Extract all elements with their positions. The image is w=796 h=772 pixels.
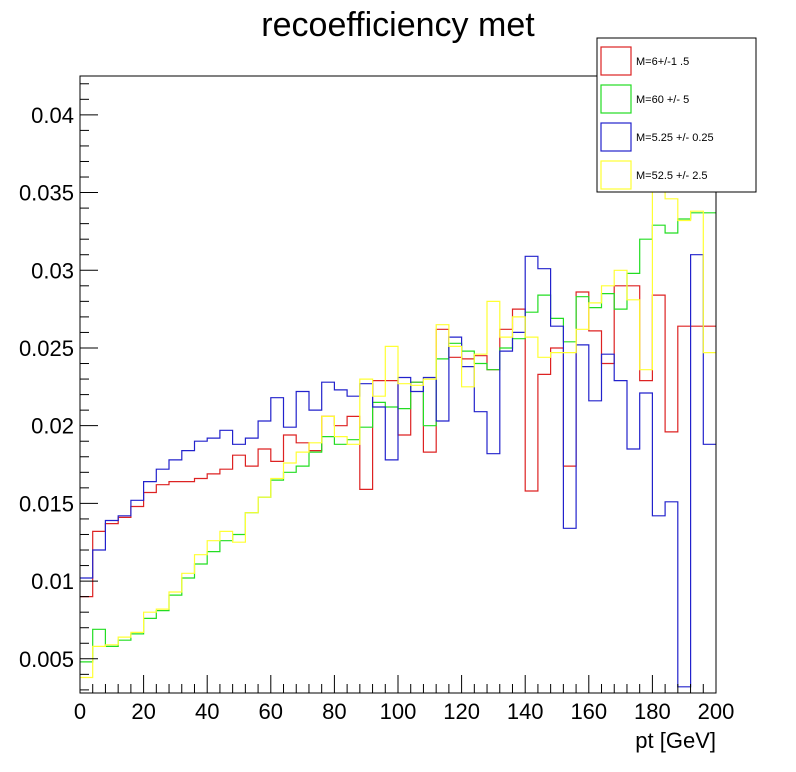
legend-swatch (600, 160, 632, 190)
legend-label: M=52.5 +/- 2.5 (636, 170, 708, 182)
legend-swatch (600, 84, 632, 114)
y-tick-label: 0.015 (19, 491, 74, 516)
series-line-3 (80, 254, 716, 688)
legend-swatch (600, 46, 632, 76)
x-axis-label: pt [GeV] (635, 728, 716, 753)
y-tick-label: 0.02 (31, 414, 74, 439)
x-tick-label: 160 (570, 699, 607, 724)
x-tick-label: 0 (74, 699, 86, 724)
legend-label: M=5.25 +/- 0.25 (636, 132, 714, 144)
series-layer (80, 167, 716, 688)
legend-label: M=60 +/- 5 (636, 94, 689, 106)
y-tick-label: 0.01 (31, 569, 74, 594)
legend: M=6+/-1 .5 M=60 +/- 5 M=5.25 +/- 0.25 M=52.… (596, 37, 757, 193)
x-tick-label: 200 (698, 699, 735, 724)
legend-items: M=6+/-1 .5 M=60 +/- 5 M=5.25 +/- 0.25 M=52.… (600, 46, 714, 190)
y-tick-label: 0.005 (19, 647, 74, 672)
x-tick-label: 80 (322, 699, 346, 724)
y-axis: 0.005 0.01 0.015 0.02 0.025 0.03 0.035 0.04 (19, 83, 98, 691)
chart-title: recoefficiency met (261, 6, 535, 44)
y-tick-label: 0.04 (31, 103, 74, 128)
series-line-4 (80, 167, 716, 679)
y-tick-label: 0.03 (31, 258, 74, 283)
legend-label: M=6+/-1 .5 (636, 56, 689, 68)
legend-swatch (600, 122, 632, 152)
x-tick-label: 100 (380, 699, 417, 724)
x-tick-label: 60 (259, 699, 283, 724)
x-axis: 0 20 40 60 80 100 120 140 160 180 200 (74, 675, 734, 724)
legend-box (596, 37, 757, 193)
x-tick-label: 140 (507, 699, 544, 724)
x-tick-label: 180 (634, 699, 671, 724)
y-tick-label: 0.035 (19, 181, 74, 206)
x-tick-label: 20 (131, 699, 155, 724)
x-tick-label: 40 (195, 699, 219, 724)
x-tick-label: 120 (443, 699, 480, 724)
y-tick-label: 0.025 (19, 336, 74, 361)
